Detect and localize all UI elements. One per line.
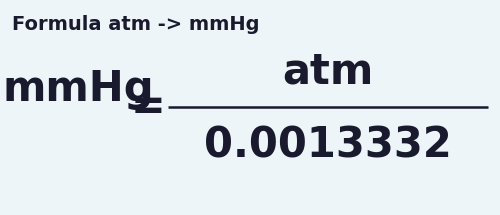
Text: atm: atm — [282, 50, 374, 92]
Text: mmHg: mmHg — [2, 68, 154, 110]
Text: 0.0013332: 0.0013332 — [204, 124, 452, 166]
Text: =: = — [130, 86, 166, 128]
Text: Formula atm -> mmHg: Formula atm -> mmHg — [12, 15, 260, 34]
